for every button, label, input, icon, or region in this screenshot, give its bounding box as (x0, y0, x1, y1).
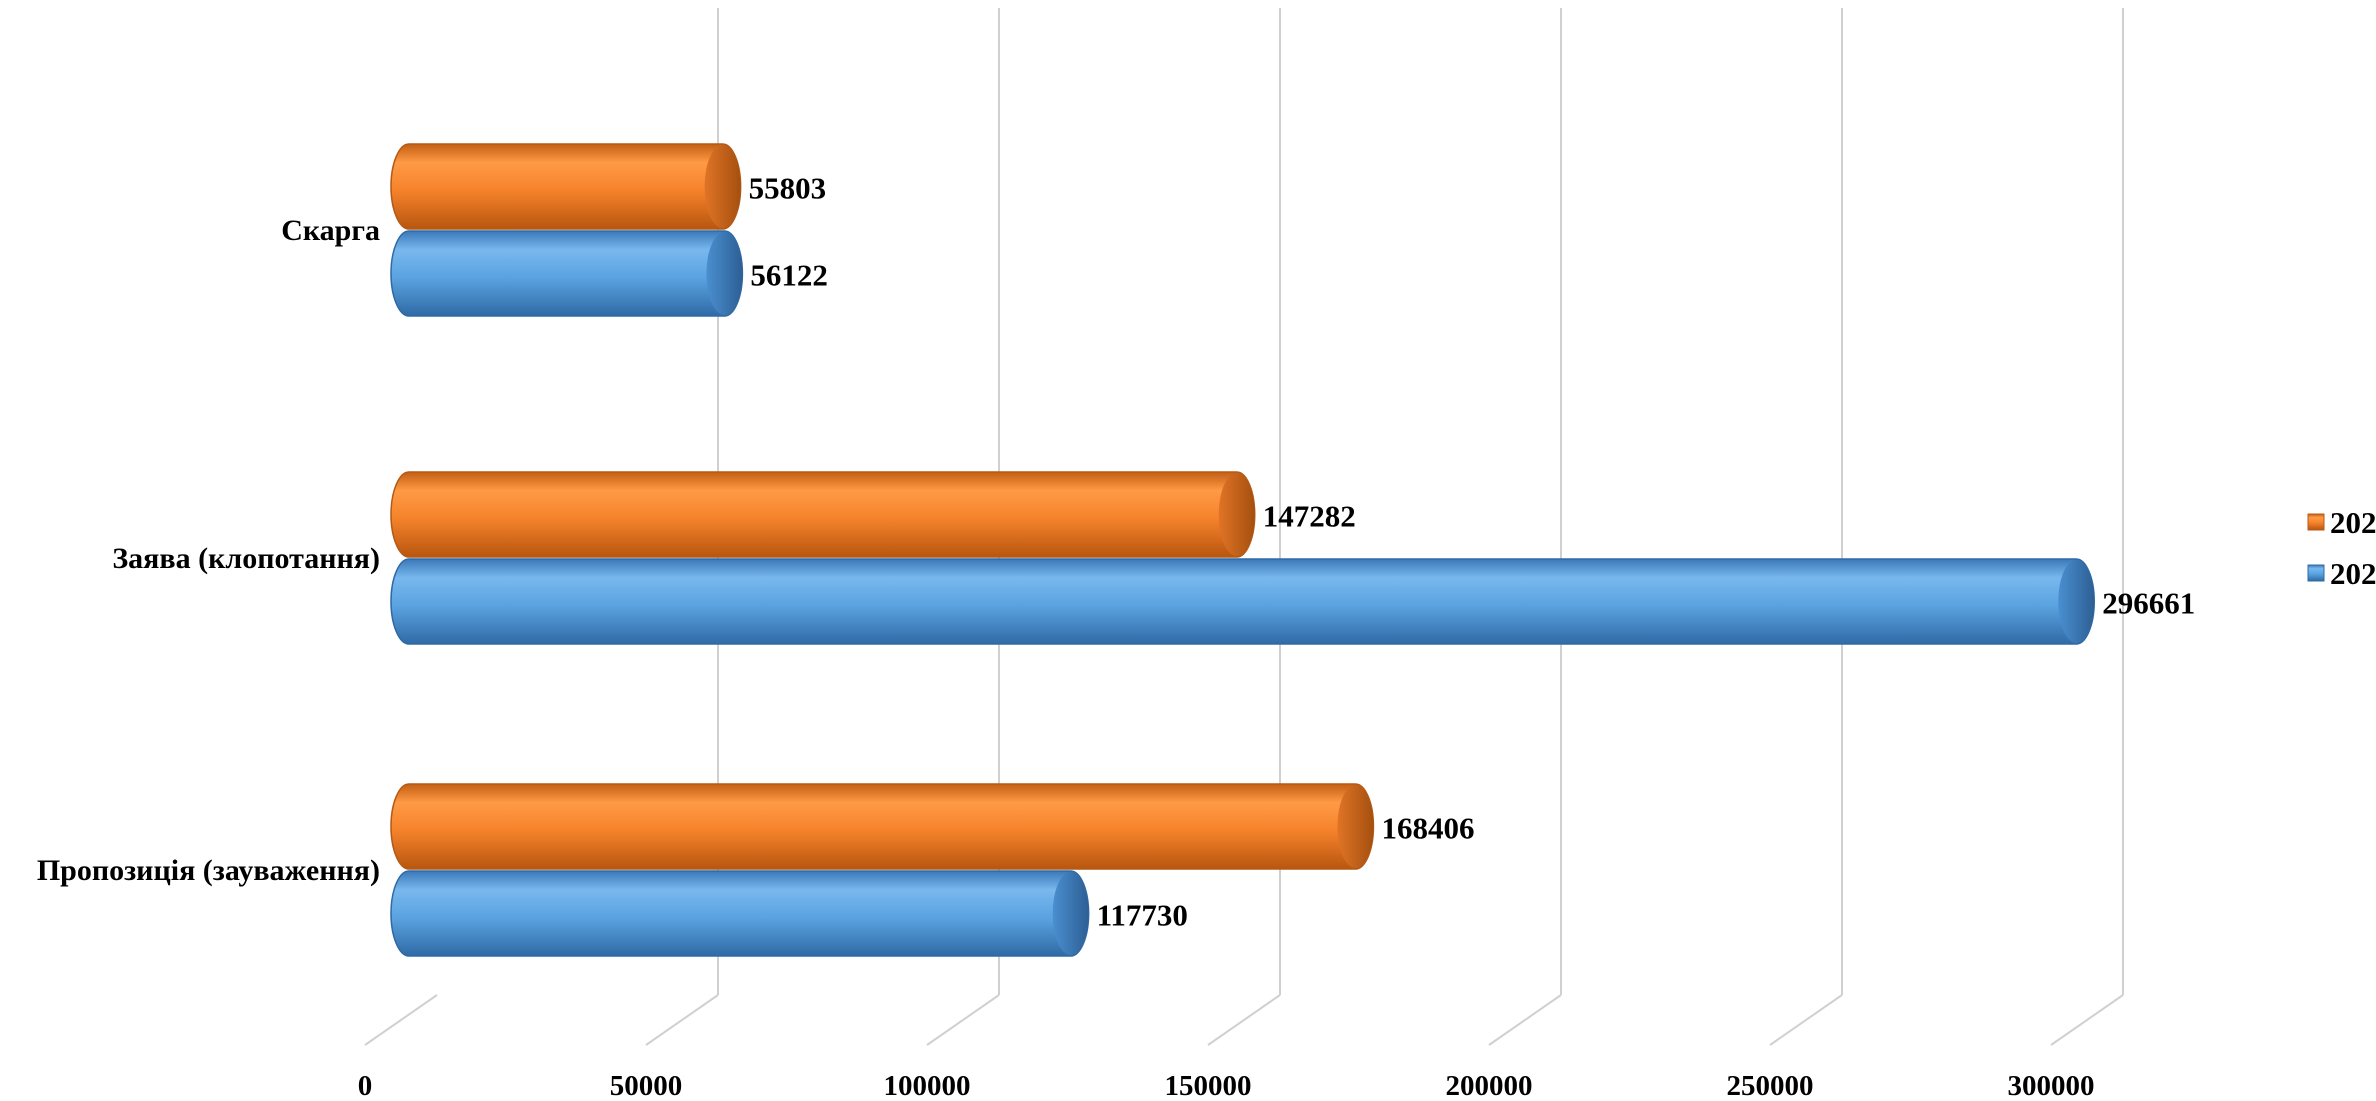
floor-line (364, 994, 438, 1046)
bar-body (390, 143, 742, 230)
floor-line (1769, 994, 1843, 1046)
bar-end-cap (704, 145, 741, 228)
x-tick-label: 0 (358, 1070, 373, 1101)
legend-swatch (2307, 564, 2325, 582)
floor-line (926, 994, 1000, 1046)
bar-end-cap (1337, 785, 1374, 868)
floor-line (2050, 994, 2124, 1046)
category-label: Заява (клопотання) (112, 542, 380, 575)
category-label: Пропозиція (зауваження) (37, 854, 380, 887)
bar-body (390, 870, 1090, 957)
bar-body (390, 558, 2095, 645)
data-label: 168406 (1381, 811, 1474, 846)
legend-swatch (2307, 513, 2325, 531)
bar-end-cap (2058, 560, 2095, 643)
bar-body (390, 783, 1375, 870)
labels: 0 50000 100000 150000 200000 250000 300000 Скар… (37, 171, 2195, 1101)
floor-line (645, 994, 719, 1046)
bar-end-cap (1052, 872, 1089, 955)
bar-2023 (390, 230, 744, 317)
x-tick-label: 250000 (1727, 1070, 1814, 1101)
data-label: 296661 (2102, 586, 2195, 621)
x-tick-label: 50000 (610, 1070, 683, 1101)
category-label: Скарга (281, 214, 380, 247)
bar-2023 (390, 870, 1090, 957)
bar-end-cap (706, 232, 743, 315)
bar-end-cap (1218, 473, 1255, 556)
bar-2022 (390, 143, 742, 230)
bar-2022 (390, 471, 1256, 558)
x-tick-label: 100000 (884, 1070, 971, 1101)
data-label: 147282 (1263, 499, 1356, 534)
floor-line (1488, 994, 1562, 1046)
x-tick-label: 200000 (1446, 1070, 1533, 1101)
legend-label: 2023 (2330, 556, 2376, 591)
bar-2023 (390, 558, 2095, 645)
bar-body (390, 471, 1256, 558)
data-label: 117730 (1097, 898, 1188, 933)
x-tick-label: 150000 (1165, 1070, 1252, 1101)
data-label: 55803 (749, 171, 827, 206)
x-tick-label: 300000 (2008, 1070, 2095, 1101)
bar-body (390, 230, 744, 317)
bar-2022 (390, 783, 1375, 870)
data-label: 56122 (750, 258, 828, 293)
bars (390, 143, 2095, 957)
floor-line (1207, 994, 1281, 1046)
